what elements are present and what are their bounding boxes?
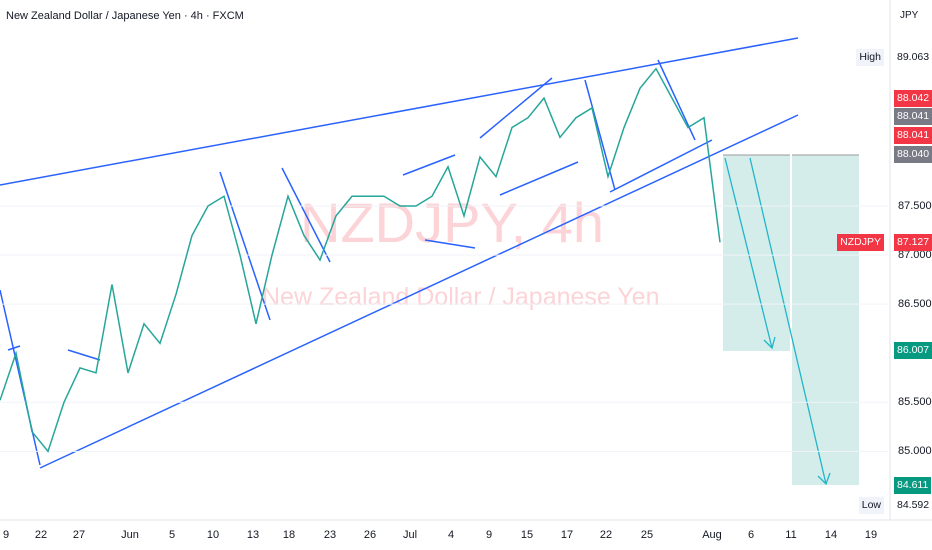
y-tick-label: 87.000 [898, 249, 932, 261]
x-tick-label: 6 [748, 529, 754, 541]
y-tick-label: 85.500 [898, 396, 932, 408]
price-label: 86.007 [894, 342, 932, 359]
projection-arrows [724, 157, 831, 486]
price-label: 88.040 [894, 146, 932, 163]
x-tick-label: 5 [169, 529, 175, 541]
short-position-box [792, 155, 859, 485]
x-tick-label: 4 [448, 529, 454, 541]
x-tick-label: 25 [641, 529, 653, 541]
price-label: 84.592 [894, 497, 932, 514]
price-label: 88.042 [894, 90, 932, 107]
x-tick-label: 10 [207, 529, 219, 541]
x-tick-label: 22 [600, 529, 612, 541]
price-tag: Low [858, 497, 884, 514]
y-tick-label: 87.500 [898, 200, 932, 212]
price-tag: NZDJPY [837, 234, 884, 251]
price-label: 88.041 [894, 108, 932, 125]
currency: JPY [900, 10, 919, 21]
price-label: 88.041 [894, 127, 932, 144]
x-tick-label: 23 [324, 529, 336, 541]
price-line [0, 67, 721, 453]
price-tag: High [856, 49, 884, 66]
y-tick-label: 85.000 [898, 445, 932, 457]
x-tick-label: 11 [785, 529, 796, 541]
watermark-name: New Zealand Dollar / Japanese Yen [262, 283, 660, 311]
trendlines [0, 37, 799, 469]
x-tick-label: 9 [486, 529, 492, 541]
x-tick-label: Aug [702, 529, 722, 541]
x-tick-label: 13 [247, 529, 259, 541]
x-tick-label: 26 [364, 529, 376, 541]
x-tick-label: 18 [283, 529, 295, 541]
price-label: 87.127 [894, 234, 932, 251]
symbol-title: New Zealand Dollar / Japanese Yen · 4h ·… [6, 10, 244, 22]
x-tick-label: 15 [521, 529, 533, 541]
x-tick-label: Jul [403, 529, 417, 541]
x-tick-label: 14 [825, 529, 837, 541]
x-tick-label: 9 [3, 529, 9, 541]
watermark-symbol: NZDJPY, 4h [300, 191, 604, 254]
price-label: 84.611 [894, 477, 932, 494]
x-tick-label: 22 [35, 529, 47, 541]
x-tick-label: 27 [73, 529, 85, 541]
x-tick-label: 19 [865, 529, 877, 541]
x-tick-label: Jun [121, 529, 139, 541]
y-tick-label: 86.500 [898, 298, 932, 310]
x-tick-label: 17 [561, 529, 573, 541]
price-label: 89.063 [894, 49, 932, 66]
